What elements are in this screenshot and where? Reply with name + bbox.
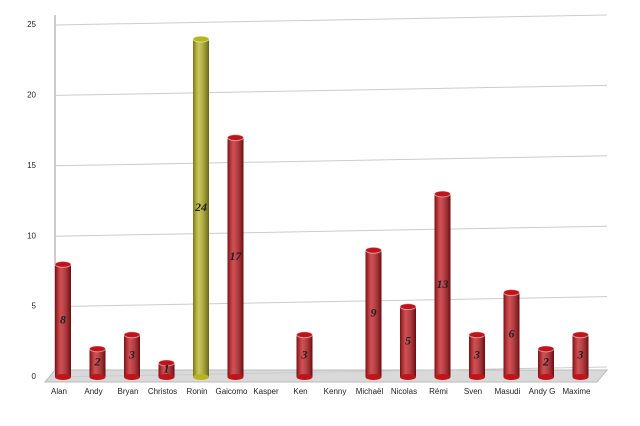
data-label: 3 (577, 348, 584, 362)
x-tick-label: Maxime (562, 387, 591, 396)
bar-base (365, 374, 382, 380)
bar-shade (55, 264, 71, 377)
grid-line (54, 225, 608, 237)
x-tick-label: Ronin (187, 387, 208, 396)
bar-shade (296, 334, 313, 377)
x-tick-label: Kasper (253, 387, 279, 396)
x-tick-label: Michaël (356, 387, 384, 396)
x-tick-label: Ken (293, 387, 307, 396)
bar-top (227, 134, 244, 142)
y-tick-label: 10 (27, 231, 36, 240)
bar-shade (503, 292, 520, 377)
x-tick-label: Christos (148, 387, 177, 396)
data-label: 6 (509, 327, 515, 341)
x-tick-label: Sven (464, 387, 482, 396)
bar-top (54, 260, 72, 268)
bar-top (192, 35, 210, 43)
x-tick-label: Andy G (529, 387, 556, 396)
bar-top (296, 331, 313, 339)
data-label: 13 (437, 277, 449, 291)
x-tick-label: Rémi (429, 387, 448, 396)
bar-shade (469, 334, 485, 377)
bar-shade (158, 362, 175, 377)
x-tick-label: Bryan (118, 387, 139, 396)
data-label: 2 (94, 355, 101, 369)
bar-base (55, 374, 71, 380)
x-tick-label: Nicolas (391, 387, 417, 396)
x-tick-label: Andy (84, 387, 102, 396)
bar-base (469, 374, 485, 380)
bar-shade (572, 334, 589, 377)
bar-shade (227, 137, 244, 377)
bar-base (124, 374, 140, 380)
bar-top (572, 331, 589, 339)
bar-top (89, 345, 106, 353)
data-label: 5 (405, 334, 411, 348)
bar-shade (124, 334, 140, 377)
grid-line (54, 84, 608, 96)
grid-line (54, 296, 608, 308)
data-label: 1 (164, 362, 170, 376)
floor (43, 369, 609, 383)
bar-top (399, 303, 417, 311)
bar-base (158, 374, 175, 380)
x-tick-label: Gaicomo (215, 387, 248, 396)
bar-top (123, 331, 141, 339)
x-tick-label: Alan (51, 387, 67, 396)
y-tick-label: 15 (27, 161, 36, 170)
grid-line (54, 14, 608, 26)
bar-top (537, 345, 555, 353)
bar-top (365, 246, 382, 254)
bar-shade (538, 348, 554, 377)
bar-base (193, 374, 209, 380)
x-tick-label: Kenny (324, 387, 347, 396)
bar-base (538, 374, 554, 380)
bar-base (434, 374, 451, 380)
data-label: 3 (473, 348, 480, 362)
data-label: 2 (542, 355, 549, 369)
bar-top (434, 190, 451, 198)
bar-base (89, 374, 106, 380)
bar-base (400, 374, 416, 380)
x-tick-label: Masudi (495, 387, 521, 396)
bar-top (158, 359, 175, 367)
bar-shade (400, 306, 416, 377)
data-label: 8 (60, 312, 66, 326)
y-tick-label: 25 (27, 20, 36, 29)
bar-shade (89, 348, 106, 377)
y-tick-label: 0 (32, 372, 37, 381)
data-label: 3 (128, 348, 135, 362)
data-label: 9 (371, 305, 377, 319)
bar-base (296, 374, 313, 380)
y-tick-label: 5 (32, 302, 37, 311)
bar-shade (365, 250, 382, 377)
data-label: 24 (194, 200, 207, 214)
bar-top (468, 331, 486, 339)
y-tick-label: 20 (27, 91, 36, 100)
bar-shade (193, 39, 209, 377)
bar-base (572, 374, 589, 380)
data-label: 3 (301, 348, 308, 362)
bar-shade (434, 193, 451, 377)
bar-base (227, 374, 244, 380)
bar-base (503, 374, 520, 380)
grid-line (54, 155, 608, 167)
bar-top (503, 289, 520, 297)
data-label: 17 (230, 249, 243, 263)
